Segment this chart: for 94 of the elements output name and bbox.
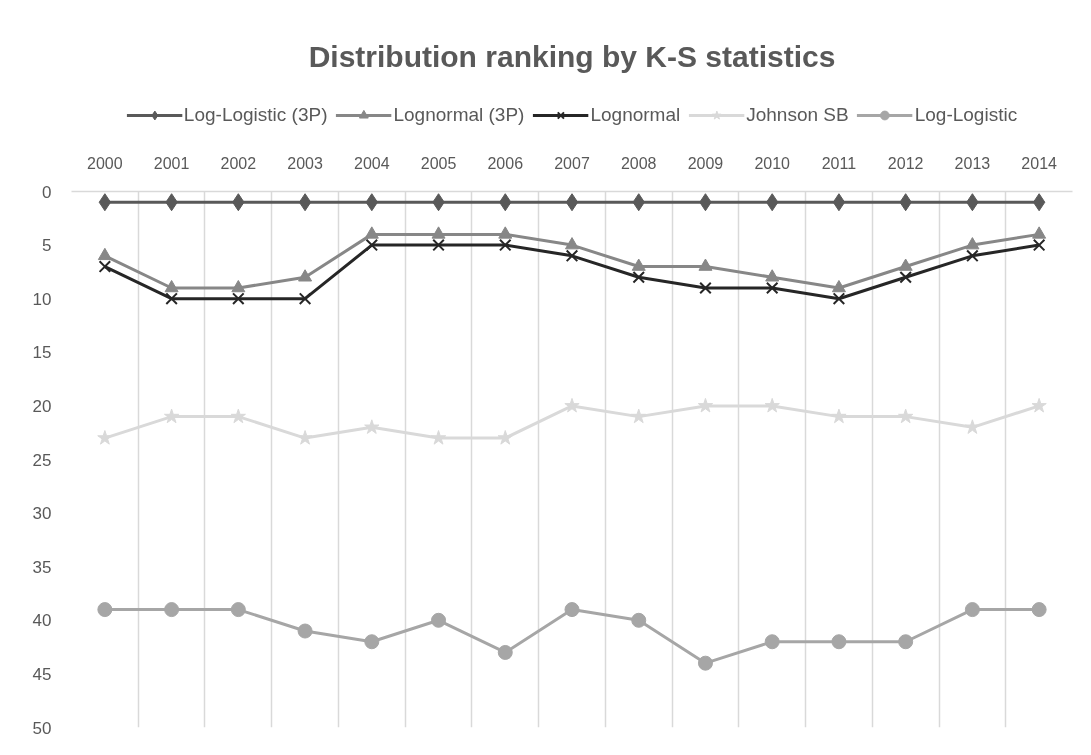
x-tick-label: 2009 — [687, 154, 724, 172]
point — [97, 247, 112, 261]
point — [230, 408, 246, 424]
point — [298, 193, 312, 212]
point — [498, 226, 513, 239]
y-tick-label: 15 — [32, 343, 52, 363]
point — [97, 602, 113, 618]
point — [364, 419, 380, 434]
y-tick-label: 0 — [42, 182, 52, 202]
x-tick-label: 2003 — [287, 154, 323, 172]
point — [1031, 602, 1047, 618]
legend-label: Lognormal — [590, 104, 681, 126]
point — [497, 430, 513, 445]
point — [697, 655, 713, 671]
point — [697, 397, 714, 413]
x-tick-label: 2010 — [754, 154, 791, 172]
y-tick-label: 25 — [32, 450, 52, 470]
point — [898, 258, 913, 271]
x-tick-label: 2001 — [153, 154, 190, 172]
y-tick-label: 40 — [32, 611, 52, 631]
point — [899, 270, 912, 284]
point — [631, 612, 647, 628]
point — [964, 602, 980, 618]
point — [164, 279, 179, 293]
point — [832, 193, 846, 212]
point — [98, 260, 112, 273]
point — [165, 292, 178, 305]
y-tick-label: 30 — [32, 504, 52, 524]
point — [765, 281, 779, 295]
point — [431, 226, 446, 239]
x-tick-label: 2002 — [220, 154, 257, 172]
y-tick-label: 45 — [32, 664, 52, 684]
y-tick-label: 50 — [32, 718, 52, 738]
point — [430, 430, 447, 445]
point — [631, 408, 647, 424]
point — [764, 397, 780, 413]
point — [298, 269, 313, 282]
point — [898, 634, 914, 650]
y-tick-label: 35 — [32, 557, 52, 577]
x-tick-label: 2011 — [821, 154, 857, 172]
chart-title: Distribution ranking by K-S statistics — [308, 39, 836, 73]
x-tick-label: 2005 — [420, 154, 457, 172]
point — [832, 292, 846, 305]
point — [565, 193, 579, 212]
y-tick-label: 5 — [42, 236, 52, 256]
point — [632, 270, 646, 284]
x-tick-label: 2014 — [1021, 154, 1058, 172]
point — [831, 634, 847, 650]
point — [364, 634, 380, 650]
x-tick-label: 2006 — [487, 154, 524, 172]
legend-label: Log-Logistic (3P) — [183, 104, 328, 126]
point — [498, 238, 512, 252]
point — [764, 634, 780, 650]
point — [831, 408, 847, 424]
point — [98, 193, 112, 212]
point — [564, 602, 580, 618]
point — [965, 237, 980, 250]
point — [966, 249, 979, 263]
point — [232, 292, 245, 305]
point — [298, 292, 312, 305]
point — [364, 226, 379, 239]
legend-label: Log-Logistic — [914, 104, 1018, 126]
point — [230, 602, 246, 618]
point — [1032, 226, 1047, 239]
point — [831, 279, 846, 293]
point — [365, 238, 379, 252]
point — [231, 279, 246, 293]
x-tick-label: 2000 — [87, 154, 123, 172]
point — [431, 612, 447, 628]
point — [164, 602, 180, 618]
x-tick-label: 2012 — [887, 154, 924, 172]
point — [565, 237, 579, 250]
point — [698, 258, 713, 271]
point — [1032, 238, 1046, 252]
x-tick-label: 2007 — [554, 154, 590, 172]
x-tick-label: 2008 — [620, 154, 657, 172]
legend-label: Johnson SB — [746, 104, 849, 126]
point — [1032, 193, 1046, 212]
y-tick-label: 10 — [32, 289, 52, 309]
x-tick-label: 2004 — [354, 154, 390, 172]
x-tick-label: 2013 — [954, 154, 991, 172]
point — [432, 238, 445, 252]
point — [631, 258, 646, 271]
point — [163, 408, 180, 424]
point — [898, 408, 914, 424]
y-tick-label: 20 — [32, 396, 52, 416]
point — [765, 269, 780, 282]
point — [497, 644, 513, 660]
legend-label: Lognormal (3P) — [393, 104, 525, 126]
point — [1031, 397, 1047, 413]
point — [699, 281, 712, 295]
point — [565, 249, 579, 263]
point — [564, 397, 580, 413]
point — [297, 623, 313, 639]
